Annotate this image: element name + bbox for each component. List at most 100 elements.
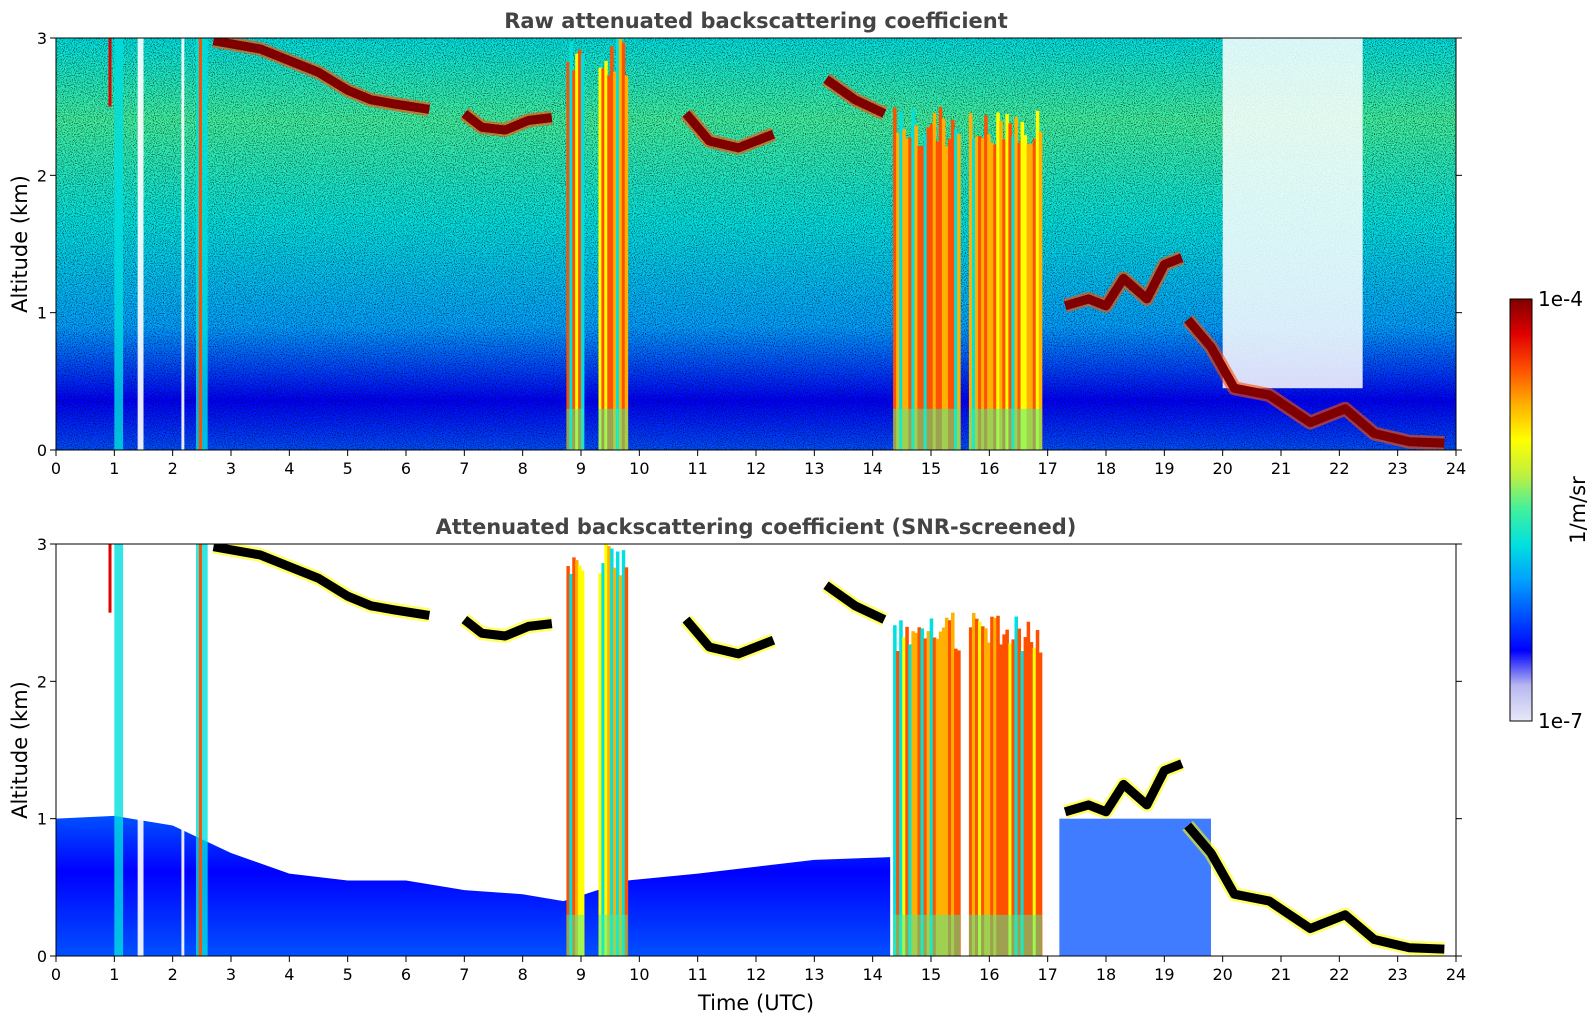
- panel-raw-plume-column: [1035, 110, 1040, 450]
- x-tick-label: 1: [109, 965, 119, 984]
- panel-raw-plume-column: [569, 41, 573, 450]
- panel-raw-plume-column: [575, 53, 579, 450]
- x-tick-label: 12: [746, 965, 766, 984]
- panel-screened-plume-column: [968, 627, 973, 956]
- x-tick-label: 8: [518, 965, 528, 984]
- x-tick-label: 20: [1212, 459, 1232, 478]
- x-tick-label: 13: [804, 459, 824, 478]
- panel-raw-plume-column: [598, 67, 602, 450]
- panel-raw-plume-column: [1005, 113, 1009, 450]
- panel-screened-plume-column: [984, 628, 988, 956]
- y-tick-label: 0: [37, 947, 47, 966]
- panel-screened-plume-column: [941, 627, 946, 956]
- x-tick-label: 17: [1037, 965, 1057, 984]
- panel-screened-plume-column: [610, 548, 614, 956]
- x-tick-label: 18: [1096, 459, 1116, 478]
- x-tick-label: 16: [979, 965, 999, 984]
- panel-screened-cloud-layer: [823, 581, 887, 624]
- panel-screened-plume-column: [996, 615, 1000, 956]
- panel-raw-plume-column: [932, 113, 937, 450]
- panel-screened-plume-column: [932, 637, 937, 956]
- x-tick-label: 19: [1154, 965, 1174, 984]
- panel-raw-plume-column: [1029, 144, 1034, 450]
- panel-raw-plume-column: [999, 121, 1003, 450]
- panel-raw-plume-column: [610, 46, 614, 450]
- panel-screened-streak: [181, 544, 185, 956]
- panel-screened-plume-column: [1020, 651, 1025, 956]
- panel-screened-plume-column: [601, 563, 605, 956]
- x-tick-label: 22: [1329, 965, 1349, 984]
- panel-screened-plume-column: [598, 573, 602, 956]
- panel-screened-plume-column: [624, 567, 629, 956]
- panel-raw-plume-column: [923, 134, 928, 450]
- x-tick-label: 4: [284, 459, 294, 478]
- panel-raw-plume-column: [941, 118, 946, 450]
- panel-screened-plume-column: [993, 617, 997, 956]
- y-tick-label: 1: [37, 810, 47, 829]
- panel-screened-plume-column: [990, 616, 994, 956]
- x-tick-label: 5: [343, 965, 353, 984]
- y-tick-label: 3: [37, 535, 47, 554]
- panel-raw-plume-column: [1002, 139, 1006, 450]
- panel-screened-plume-column: [607, 546, 611, 956]
- panel-raw-plume-column: [896, 132, 900, 450]
- panel-raw-plume-column: [908, 137, 912, 450]
- panel-screened-plume-column: [581, 570, 585, 956]
- y-tick-label: 2: [37, 166, 47, 185]
- panel-screened-plume-column: [1026, 621, 1031, 956]
- panel-screened-plume-column: [917, 627, 922, 956]
- panel-screened-title: Attenuated backscattering coefficient (S…: [436, 515, 1077, 539]
- panel-raw-plume-column: [974, 136, 979, 450]
- panel-screened-plume-column: [981, 626, 985, 956]
- panel-raw-plume-column: [917, 146, 922, 450]
- panel-screened-plume-column: [954, 648, 958, 956]
- panel-screened-boundary-layer: [56, 815, 891, 956]
- panel-raw-plume-column: [618, 38, 623, 450]
- panel-raw-plume-column: [1032, 138, 1037, 450]
- panel-screened-plume-column: [572, 557, 576, 956]
- panel-screened-plume-column: [569, 573, 573, 956]
- x-tick-label: 10: [629, 965, 649, 984]
- x-tick-label: 15: [921, 459, 941, 478]
- panel-screened-plume-column: [957, 650, 961, 956]
- panel-raw-title: Raw attenuated backscattering coefficien…: [504, 9, 1008, 33]
- panel-raw-cloud-layer: [823, 75, 887, 118]
- panel-raw-plume-column: [954, 129, 958, 450]
- x-tick-label: 15: [921, 965, 941, 984]
- panel-raw-plume-column: [929, 124, 934, 450]
- panel-screened-plume-column: [923, 638, 928, 956]
- panel-screened-cloud-layer: [461, 615, 553, 641]
- panel-raw-plume-column: [926, 127, 931, 450]
- panel-raw-cloud-layer: [212, 38, 431, 114]
- x-tick-label: 7: [459, 965, 469, 984]
- panel-raw-cloud-layer: [1063, 253, 1184, 311]
- panel-raw-plume-column: [938, 106, 943, 450]
- x-tick-label: 11: [687, 965, 707, 984]
- x-tick-label: 24: [1446, 965, 1466, 984]
- panel-screened-plume-column: [604, 544, 608, 956]
- panel-screened-plume-column: [978, 621, 982, 956]
- y-tick-label: 1: [37, 304, 47, 323]
- panel-raw-plume-column: [971, 138, 976, 450]
- panel-raw-plume-column: [1014, 116, 1019, 450]
- panel-raw-plume-column: [604, 61, 608, 450]
- y-tick-label: 3: [37, 29, 47, 48]
- panel-screened-plume-column: [974, 618, 979, 956]
- panel-raw-plume-column: [951, 119, 955, 450]
- x-tick-label: 1: [109, 459, 119, 478]
- panel-raw-plume-column: [601, 68, 605, 450]
- panel-raw-plume-column: [935, 141, 940, 450]
- panel-screened-plume-column: [929, 618, 934, 956]
- x-tick-label: 17: [1037, 459, 1057, 478]
- panel-screened-heatmap: [56, 544, 1445, 956]
- panel-screened-plume-column: [1032, 647, 1037, 956]
- panel-raw-plume-column: [990, 142, 994, 450]
- colorbar-min-label: 1e-7: [1538, 709, 1583, 733]
- panel-screened-plume-column: [621, 550, 626, 956]
- panel-raw-plume-column: [902, 129, 906, 450]
- panel-raw-plume-column: [981, 138, 985, 450]
- panel-screened-plume-column: [905, 626, 909, 956]
- colorbar-label: 1/m/sr: [1566, 476, 1590, 544]
- x-tick-label: 3: [226, 459, 236, 478]
